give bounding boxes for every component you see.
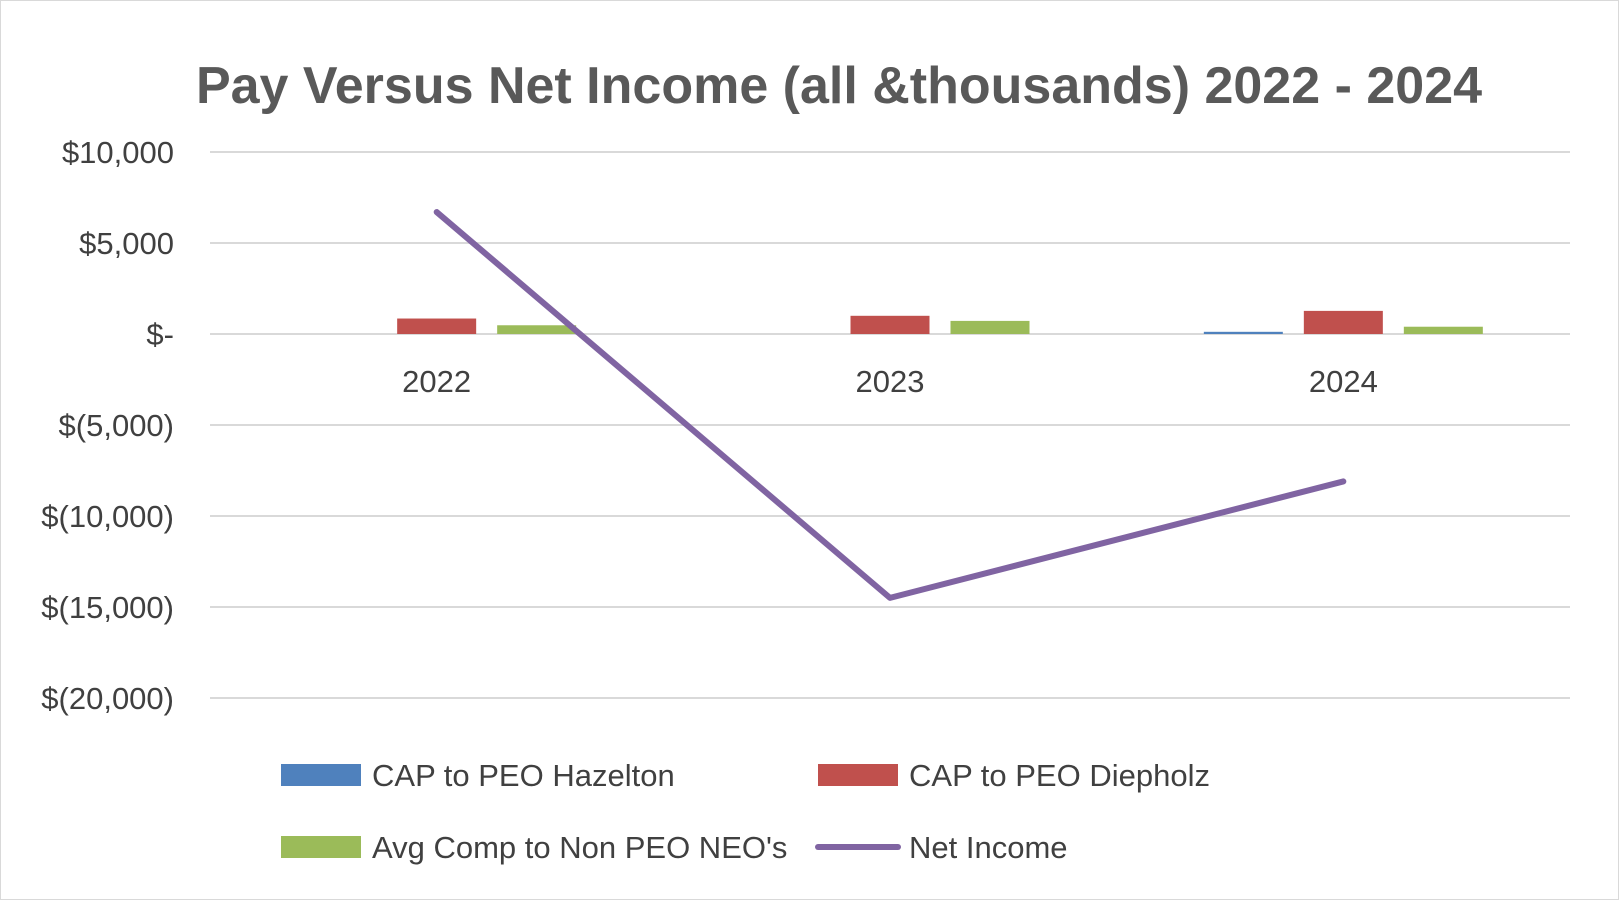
y-tick-label: $5,000 (79, 226, 174, 261)
y-tick-label: $(5,000) (59, 408, 174, 443)
legend-swatch-cap-to-peo-hazelton (281, 764, 361, 786)
x-tick-label-2022: 2022 (402, 364, 471, 399)
legend-swatch-avg-comp-to-non-peo-neo-s (281, 836, 361, 858)
bar-cap-to-peo-diepholz-2022 (397, 318, 477, 334)
legend-label-cap-to-peo-diepholz: CAP to PEO Diepholz (909, 758, 1210, 793)
legend-swatch-cap-to-peo-diepholz (818, 764, 898, 786)
y-tick-label: $(20,000) (41, 681, 174, 716)
bar-avg-comp-to-non-peo-neo-s-2024 (1403, 326, 1483, 334)
bar-cap-to-peo-diepholz-2023 (850, 315, 930, 334)
legend-label-net-income: Net Income (909, 830, 1068, 865)
y-tick-label: $(15,000) (41, 590, 174, 625)
bar-cap-to-peo-hazelton-2024 (1203, 331, 1283, 334)
bar-avg-comp-to-non-peo-neo-s-2023 (950, 320, 1030, 334)
y-tick-label: $- (146, 317, 174, 352)
chart-title: Pay Versus Net Income (all &thousands) 2… (196, 57, 1482, 115)
y-tick-label: $(10,000) (41, 499, 174, 534)
gridlines (210, 151, 1570, 699)
bar-cap-to-peo-diepholz-2024 (1303, 310, 1383, 334)
legend-label-avg-comp-to-non-peo-neo-s: Avg Comp to Non PEO NEO's (372, 830, 787, 865)
y-tick-label: $10,000 (62, 135, 174, 170)
line-net-income (433, 209, 1347, 601)
x-tick-label-2024: 2024 (1309, 364, 1378, 399)
legend: CAP to PEO Hazelton CAP to PEO Diepholz Av… (281, 758, 1210, 865)
x-tick-label-2023: 2023 (856, 364, 925, 399)
line-series (433, 209, 1347, 601)
x-axis-labels: 2022 2023 2024 (402, 364, 1378, 399)
legend-label-cap-to-peo-hazelton: CAP to PEO Hazelton (372, 758, 675, 793)
bar-avg-comp-to-non-peo-neo-s-2022 (497, 325, 577, 334)
bars (397, 310, 1483, 334)
y-axis-labels: $10,000 $5,000 $- $(5,000) $(10,000) $(15,000… (41, 135, 174, 716)
